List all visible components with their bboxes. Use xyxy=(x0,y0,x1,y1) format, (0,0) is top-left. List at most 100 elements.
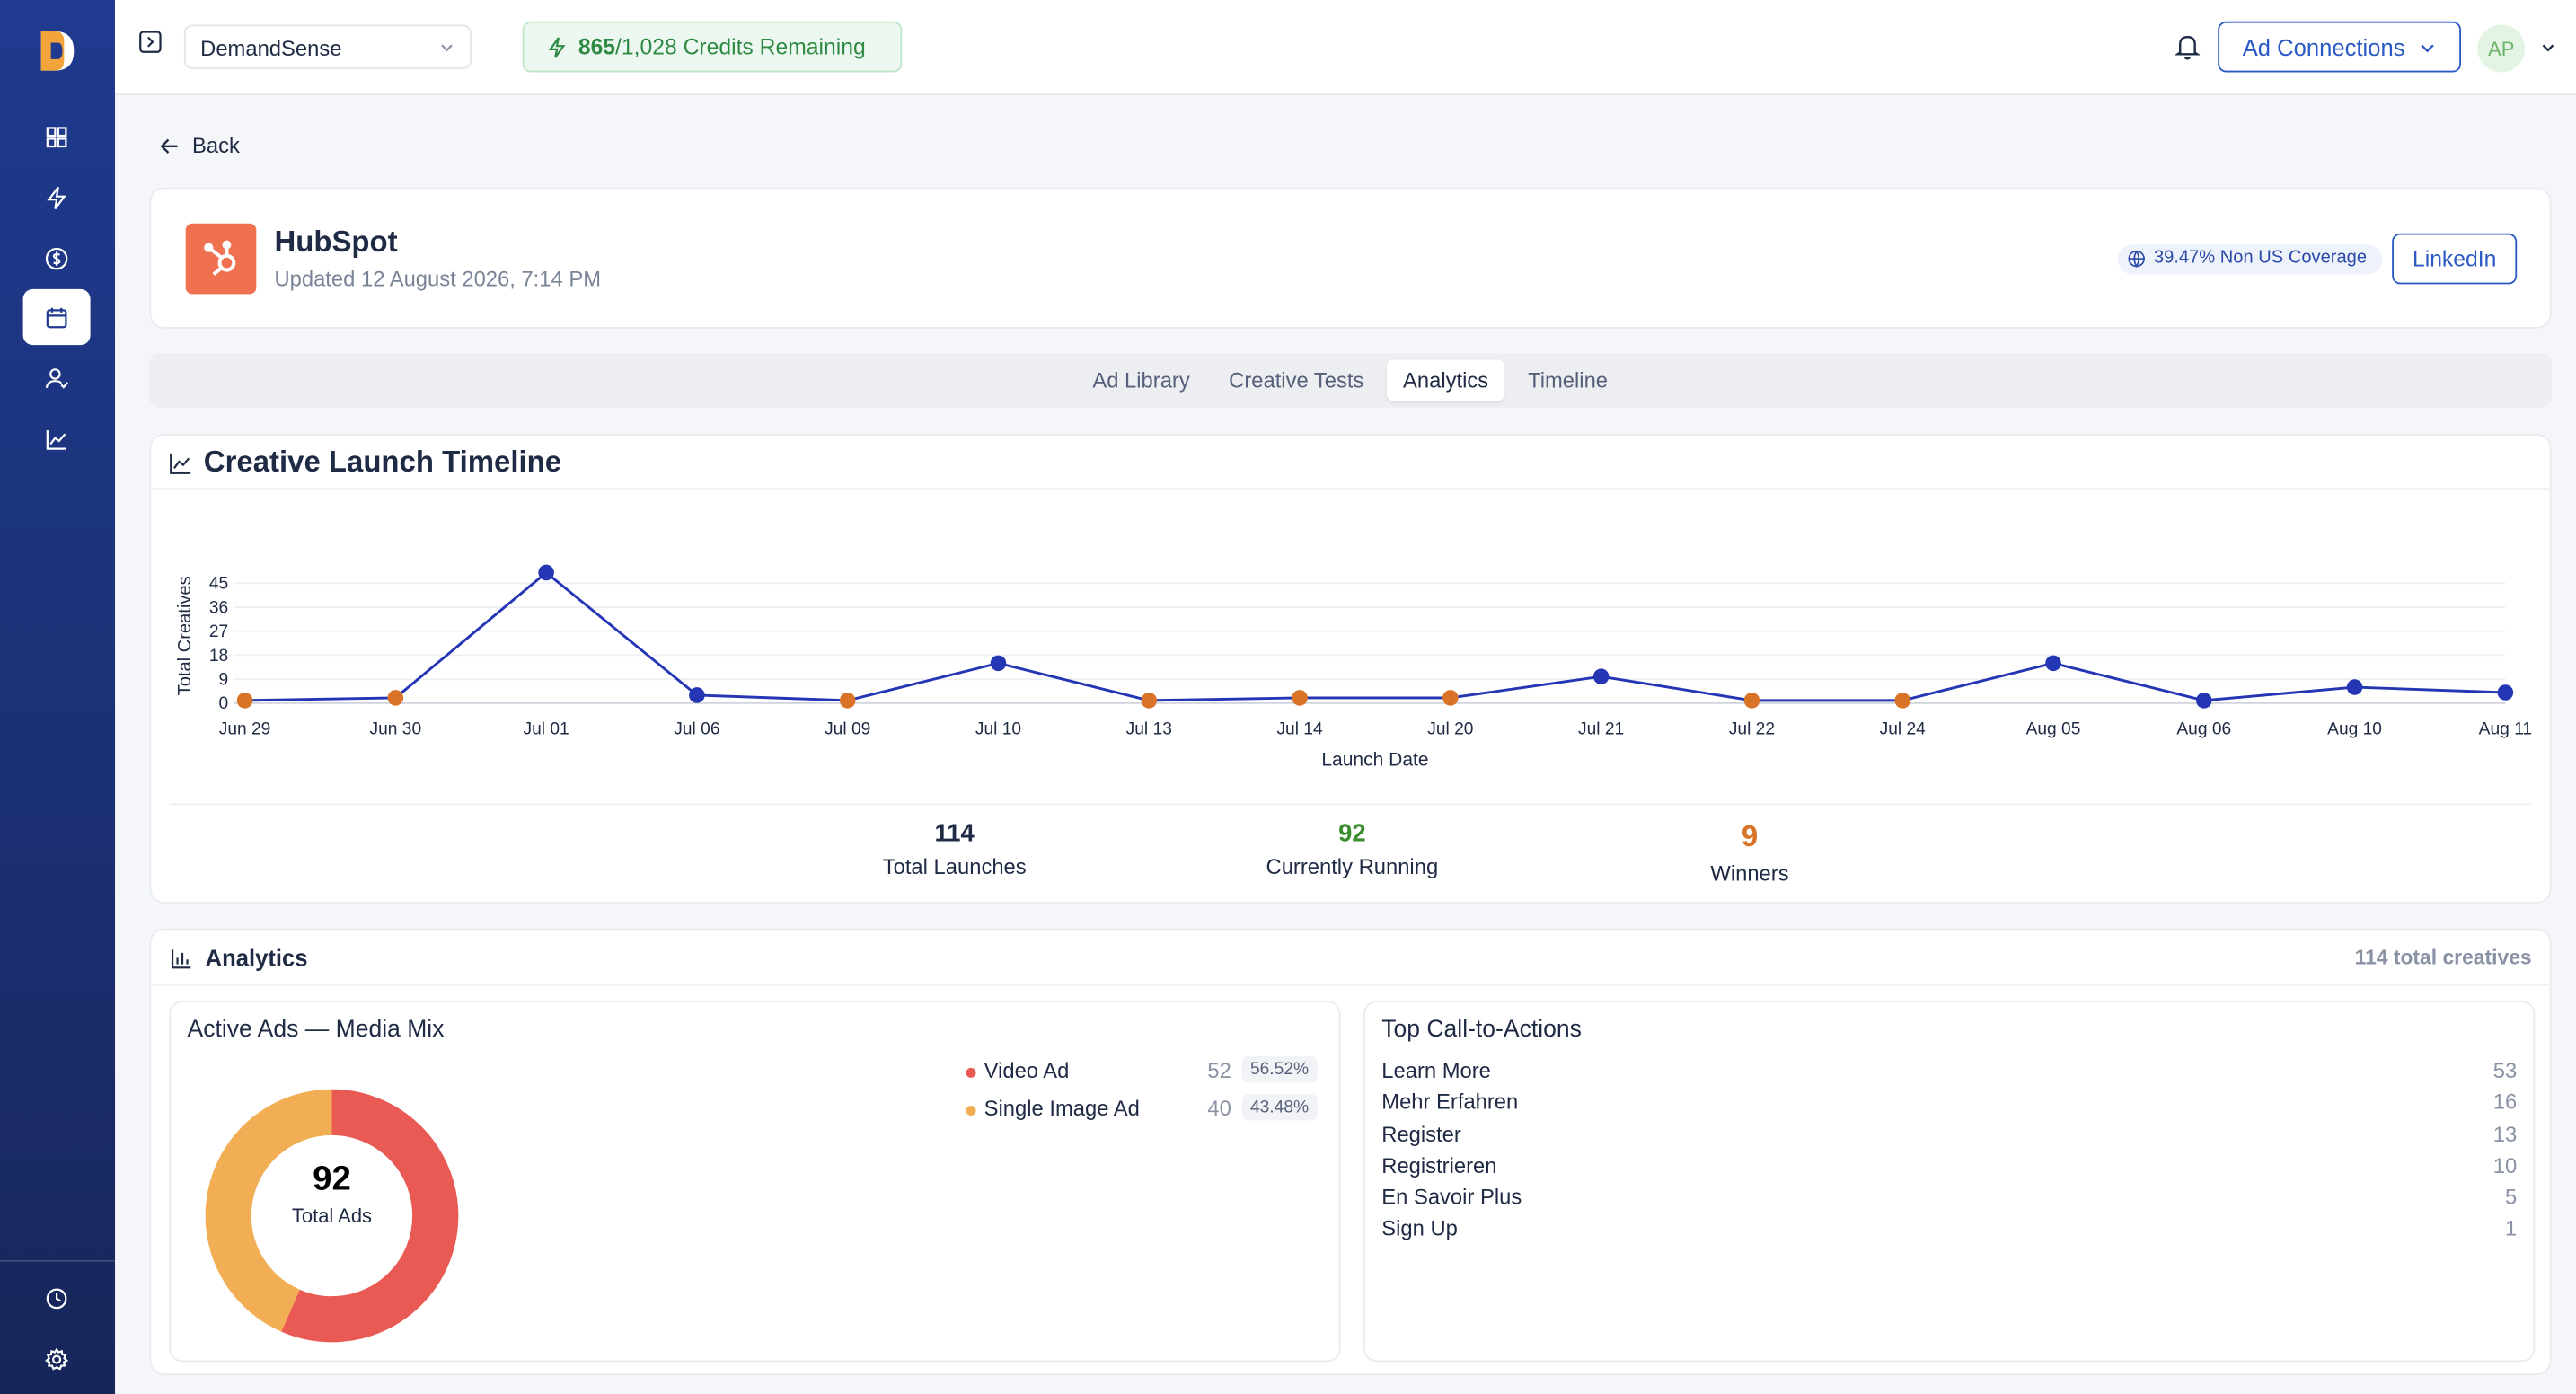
workspace-name: DemandSense xyxy=(200,36,342,61)
data-point[interactable] xyxy=(2196,693,2212,709)
x-tick-label: Jul 09 xyxy=(825,720,870,739)
nav-activity[interactable] xyxy=(23,169,91,225)
donut-slice[interactable] xyxy=(205,1089,459,1343)
chevron-down-icon xyxy=(441,44,453,52)
chevron-down-icon[interactable] xyxy=(2540,40,2556,56)
grid-icon xyxy=(46,126,67,147)
data-point[interactable] xyxy=(236,693,253,709)
company-header-card: HubSpot Updated 12 August 2026, 7:14 PM … xyxy=(149,187,2552,329)
x-tick-label: Jul 06 xyxy=(674,720,719,739)
line-chart-icon xyxy=(46,429,66,449)
coverage-text: 39.47% Non US Coverage xyxy=(2153,248,2368,269)
nav-reports[interactable] xyxy=(23,410,91,466)
nav-billing[interactable] xyxy=(23,230,91,286)
tab-timeline[interactable]: Timeline xyxy=(1528,367,1609,393)
dollar-icon xyxy=(45,246,68,269)
ad-connections-button[interactable]: Ad Connections xyxy=(2218,21,2461,73)
x-tick-label: Jul 22 xyxy=(1729,720,1775,739)
series-line xyxy=(244,570,2506,702)
data-point[interactable] xyxy=(1894,693,1910,709)
hubspot-logo-icon xyxy=(203,239,235,276)
x-tick-label: Jun 30 xyxy=(370,720,422,739)
x-tick-label: Jul 21 xyxy=(1578,720,1624,739)
y-tick-label: 0 xyxy=(219,694,229,713)
data-point[interactable] xyxy=(689,687,705,703)
data-point[interactable] xyxy=(839,693,856,709)
timeline-title: Creative Launch Timeline xyxy=(203,445,562,479)
data-point[interactable] xyxy=(2346,679,2363,695)
donut-center: 92 Total Ads xyxy=(250,1160,414,1227)
tab-creative-tests[interactable]: Creative Tests xyxy=(1229,367,1364,393)
sidebar-divider xyxy=(0,1259,116,1262)
data-point[interactable] xyxy=(2497,684,2514,701)
total-creatives: 114 total creatives xyxy=(2354,946,2532,970)
sidebar xyxy=(0,0,116,1394)
company-logo xyxy=(185,223,257,295)
workspace-select[interactable]: DemandSense xyxy=(183,24,472,69)
legend-item: Video Ad 52 56.52% xyxy=(966,1056,1325,1088)
data-point[interactable] xyxy=(538,564,554,581)
donut-total: 92 xyxy=(313,1160,351,1198)
linkedin-label: LinkedIn xyxy=(2412,246,2497,271)
linkedin-button[interactable]: LinkedIn xyxy=(2392,233,2518,285)
analytics-card: Analytics 114 total creatives Active Ads… xyxy=(149,928,2552,1375)
stat-winners: 9 Winners xyxy=(1585,820,1914,886)
cta-count: 1 xyxy=(2504,1215,2518,1240)
tab-ad-library[interactable]: Ad Library xyxy=(1092,367,1190,393)
nav-settings[interactable] xyxy=(23,1331,91,1387)
x-tick-label: Jul 01 xyxy=(524,720,569,739)
media-mix-panel: Active Ads — Media Mix 92 Total Ads Vide… xyxy=(169,1000,1341,1363)
nav-audience[interactable] xyxy=(23,350,91,406)
panel-toggle-icon[interactable] xyxy=(138,30,163,54)
tab-analytics[interactable]: Analytics xyxy=(1386,359,1505,401)
top-bar: DemandSense 865/1,028 Credits Remaining … xyxy=(115,0,2576,96)
stat-value: 114 xyxy=(934,819,975,848)
stat-label: Winners xyxy=(1710,860,1789,886)
data-point[interactable] xyxy=(1592,668,1610,684)
history-icon xyxy=(46,1287,67,1309)
globe-icon xyxy=(2128,250,2145,269)
cta-title: Top Call-to-Actions xyxy=(1381,1017,1582,1044)
nav-history[interactable] xyxy=(23,1270,91,1326)
x-tick-label: Jul 14 xyxy=(1276,720,1323,739)
x-tick-label: Jul 10 xyxy=(975,720,1021,739)
legend-dot xyxy=(966,1105,976,1116)
ad-connections-label: Ad Connections xyxy=(2242,34,2405,61)
data-point[interactable] xyxy=(1141,693,1158,709)
creative-launch-timeline-card: Creative Launch Timeline 0 9 18 27 36 45 Jun … xyxy=(149,433,2552,904)
nav-calendar[interactable] xyxy=(22,288,91,346)
bell-icon[interactable] xyxy=(2175,33,2201,61)
data-point[interactable] xyxy=(1743,693,1760,709)
avatar[interactable]: AP xyxy=(2477,24,2526,73)
bolt-icon xyxy=(47,185,66,209)
legend-percent: 56.52% xyxy=(1241,1056,1318,1083)
legend-percent: 43.48% xyxy=(1241,1094,1318,1121)
line-chart-icon xyxy=(170,453,191,474)
data-point[interactable] xyxy=(1442,690,1459,706)
divider xyxy=(151,488,2550,490)
cta-row: Learn More 53 xyxy=(1381,1058,2517,1088)
legend-item: Single Image Ad 40 43.48% xyxy=(966,1094,1325,1125)
credits-total: /1,028 Credits Remaining xyxy=(615,34,866,59)
stat-label: Currently Running xyxy=(1266,854,1439,879)
app-logo[interactable] xyxy=(38,28,77,74)
coverage-badge: 39.47% Non US Coverage xyxy=(2117,244,2382,275)
nav-dashboard[interactable] xyxy=(23,109,91,164)
back-link[interactable]: Back xyxy=(159,133,240,158)
cta-row: Sign Up 1 xyxy=(1381,1216,2517,1246)
stat-value: 9 xyxy=(1741,819,1759,853)
cta-label: Learn More xyxy=(1381,1057,1491,1083)
cta-label: En Savoir Plus xyxy=(1381,1184,1522,1210)
data-point[interactable] xyxy=(2045,655,2061,672)
data-point[interactable] xyxy=(990,655,1007,672)
cta-row: En Savoir Plus 5 xyxy=(1381,1185,2517,1214)
divider xyxy=(169,803,2532,806)
settings-icon xyxy=(45,1346,69,1370)
data-point[interactable] xyxy=(1292,690,1308,706)
x-tick-label: Jul 20 xyxy=(1427,720,1473,739)
arrow-left-icon xyxy=(160,138,178,154)
x-tick-label: Aug 06 xyxy=(2176,720,2231,739)
y-tick-label: 9 xyxy=(219,671,229,690)
x-tick-label: Jun 29 xyxy=(219,720,271,739)
data-point[interactable] xyxy=(387,690,404,706)
